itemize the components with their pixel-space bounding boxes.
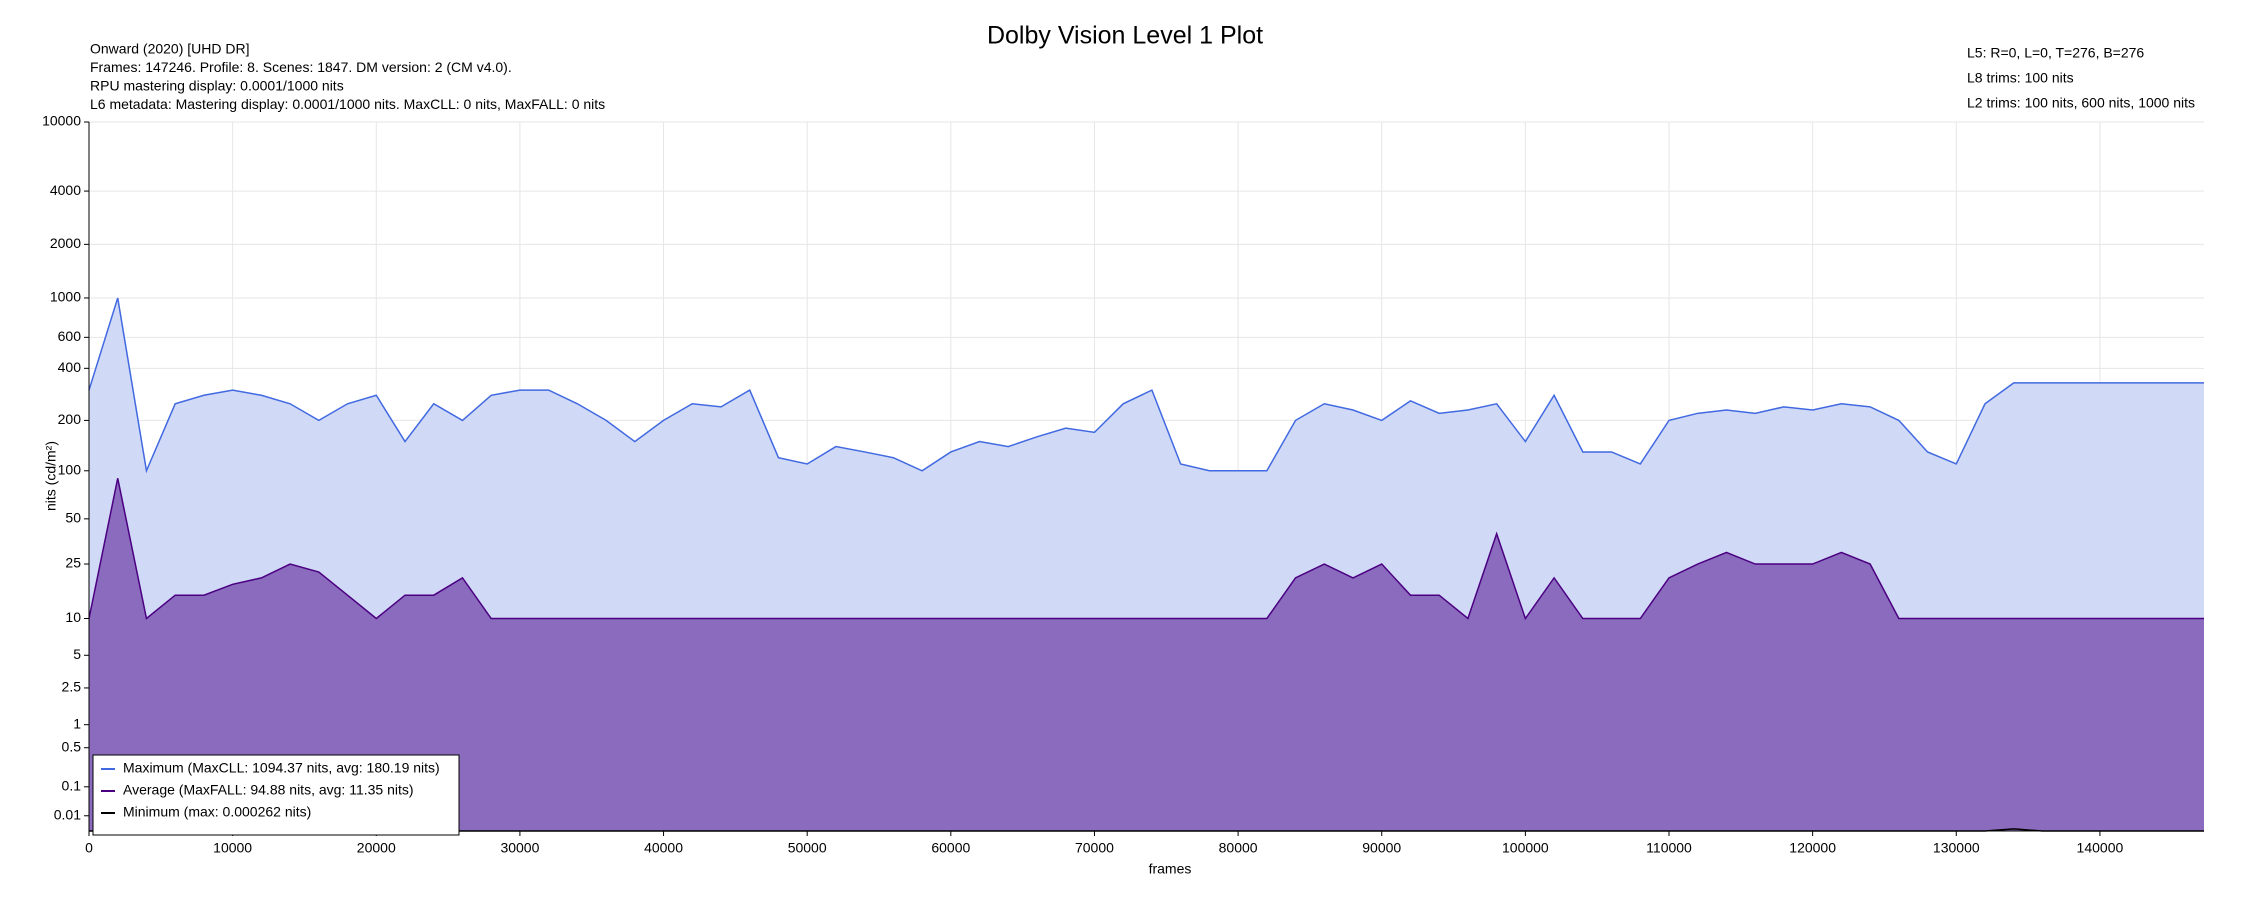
y-tick-label: 10: [65, 609, 81, 625]
y-tick-label: 5: [73, 646, 81, 662]
x-axis-label: frames: [1149, 861, 1192, 877]
x-tick-label: 30000: [500, 840, 539, 856]
legend-label: Average (MaxFALL: 94.88 nits, avg: 11.35…: [123, 782, 414, 798]
info-text: L8 trims: 100 nits: [1967, 70, 2074, 86]
info-text: L5: R=0, L=0, T=276, B=276: [1967, 45, 2144, 61]
x-tick-label: 0: [85, 840, 93, 856]
x-tick-label: 140000: [2077, 840, 2124, 856]
legend-box: [92, 754, 460, 836]
y-tick-label: 0.01: [54, 806, 81, 822]
y-tick-label: 25: [65, 555, 81, 571]
legend-label: Minimum (max: 0.000262 nits): [123, 804, 311, 820]
chart-title: Dolby Vision Level 1 Plot: [987, 22, 1263, 50]
y-tick-label: 2000: [50, 235, 81, 251]
y-tick-label: 10000: [42, 113, 81, 129]
x-tick-label: 110000: [1646, 840, 1692, 856]
x-tick-label: 10000: [213, 840, 252, 856]
y-tick-label: 400: [58, 359, 82, 375]
y-tick-label: 2.5: [62, 679, 82, 695]
legend: Maximum (MaxCLL: 1094.37 nits, avg: 180.…: [92, 754, 460, 836]
x-tick-label: 130000: [1933, 840, 1980, 856]
y-tick-label: 100: [58, 461, 82, 477]
y-tick-label: 0.5: [62, 738, 82, 754]
series-line: [88, 297, 2204, 474]
x-tick-label: 20000: [357, 840, 396, 856]
info-text: RPU mastering display: 0.0001/1000 nits: [90, 78, 344, 94]
x-tick-label: 60000: [931, 840, 970, 856]
y-tick-label: 200: [58, 411, 82, 427]
legend-label: Maximum (MaxCLL: 1094.37 nits, avg: 180.…: [123, 760, 440, 776]
info-text: Onward (2020) [UHD DR]: [90, 41, 250, 57]
y-tick-label: 1000: [50, 289, 81, 305]
y-tick-label: 600: [58, 328, 82, 344]
x-tick-label: 90000: [1362, 840, 1401, 856]
y-axis-label: nits (cd/m²): [43, 441, 59, 511]
x-tick-label: 50000: [788, 840, 827, 856]
info-text: L6 metadata: Mastering display: 0.0001/1…: [90, 96, 605, 112]
y-tick-label: 0.1: [62, 778, 82, 794]
x-tick-label: 40000: [644, 840, 683, 856]
info-text: L2 trims: 100 nits, 600 nits, 1000 nits: [1967, 95, 2195, 111]
x-tick-label: 80000: [1219, 840, 1258, 856]
series-line: [88, 478, 2204, 621]
y-tick-label: 50: [65, 510, 81, 526]
x-tick-label: 70000: [1075, 840, 1114, 856]
x-tick-label: 100000: [1502, 840, 1549, 856]
y-tick-label: 1: [73, 715, 81, 731]
series-area: [89, 478, 2204, 831]
y-tick-label: 4000: [50, 182, 81, 198]
info-text: Frames: 147246. Profile: 8. Scenes: 1847…: [90, 59, 512, 75]
x-tick-label: 120000: [1789, 840, 1836, 856]
